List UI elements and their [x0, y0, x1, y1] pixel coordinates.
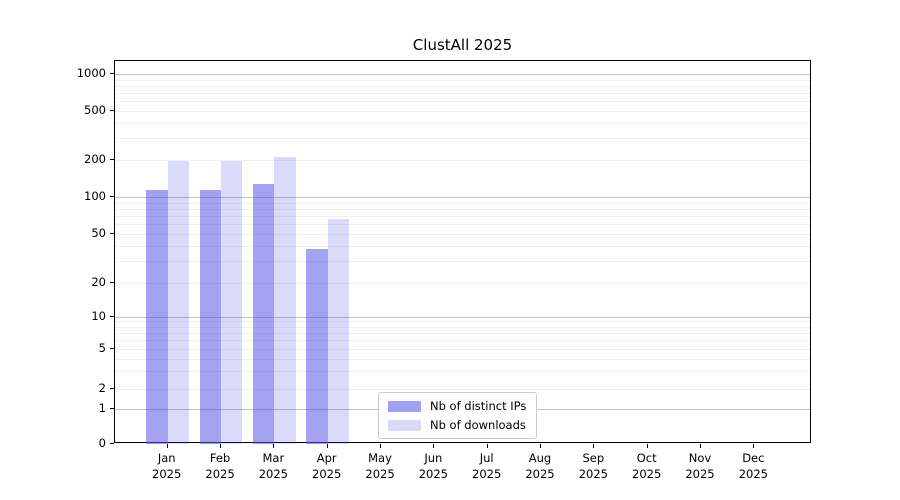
x-tick-label: Oct 2025: [632, 451, 662, 481]
minor-gridline: [115, 224, 810, 226]
minor-gridline: [115, 371, 810, 373]
minor-gridline: [115, 261, 810, 263]
legend-label-distinct-ips: Nb of distinct IPs: [430, 399, 527, 413]
minor-gridline: [115, 216, 810, 218]
x-tick-mark: [486, 444, 488, 448]
y-tick-label: 50: [91, 226, 106, 241]
y-tick-mark: [110, 443, 114, 444]
y-tick-label: 10: [91, 308, 106, 323]
major-gridline: [115, 316, 810, 318]
minor-gridline: [115, 209, 810, 210]
y-tick-label: 1: [98, 401, 106, 415]
x-tick-label: Jun 2025: [418, 451, 448, 481]
x-tick-mark: [273, 444, 275, 448]
minor-gridline: [115, 388, 810, 390]
minor-gridline: [115, 234, 810, 236]
legend-swatch-downloads: [388, 419, 421, 431]
legend-item-distinct-ips: Nb of distinct IPs: [388, 398, 526, 414]
x-tick-mark: [380, 444, 382, 448]
y-tick-mark: [110, 233, 114, 235]
x-tick-mark: [700, 444, 701, 448]
x-tick-label: Aug 2025: [525, 451, 555, 481]
legend-item-downloads: Nb of downloads: [388, 417, 526, 433]
x-tick-mark: [753, 444, 755, 448]
major-gridline: [115, 197, 810, 198]
x-tick-label: Apr 2025: [312, 451, 342, 481]
y-tick-mark: [110, 159, 114, 160]
plot-area: [114, 60, 811, 444]
bar-downloads-jan: [167, 160, 190, 444]
minor-gridline: [115, 349, 810, 350]
minor-gridline: [115, 160, 810, 161]
legend: Nb of distinct IPs Nb of downloads: [378, 392, 538, 439]
x-tick-mark: [593, 444, 595, 448]
y-tick-label: 20: [91, 274, 106, 289]
minor-gridline: [115, 86, 810, 88]
minor-gridline: [115, 138, 810, 140]
bar-distinct-ips-apr: [306, 248, 328, 444]
y-tick-label: 100: [84, 189, 106, 203]
minor-gridline: [115, 93, 810, 95]
x-tick-mark: [433, 444, 435, 448]
legend-swatch-distinct-ips: [388, 400, 421, 412]
y-tick-mark: [110, 281, 114, 283]
x-tick-label: Jan 2025: [152, 451, 182, 481]
minor-gridline: [115, 282, 810, 284]
bar-distinct-ips-jan: [146, 189, 168, 444]
minor-gridline: [115, 321, 810, 323]
x-tick-label: May 2025: [365, 451, 395, 481]
x-tick-mark: [166, 444, 168, 448]
y-tick-label: 2: [98, 380, 106, 395]
y-tick-mark: [110, 73, 114, 75]
minor-gridline: [115, 101, 810, 103]
y-tick-mark: [110, 315, 114, 317]
x-tick-label: Sep 2025: [578, 451, 608, 481]
y-tick-mark: [110, 408, 114, 409]
legend-label-downloads: Nb of downloads: [430, 418, 526, 432]
x-tick-label: Feb 2025: [205, 451, 235, 481]
y-tick-mark: [110, 348, 114, 349]
x-tick-mark: [646, 444, 648, 448]
y-tick-mark: [110, 110, 114, 111]
minor-gridline: [115, 122, 810, 124]
y-tick-label: 0: [98, 436, 106, 450]
minor-gridline: [115, 358, 810, 360]
bar-downloads-mar: [274, 156, 296, 444]
minor-gridline: [115, 202, 810, 204]
y-tick-mark: [110, 196, 114, 197]
bar-distinct-ips-feb: [199, 190, 222, 444]
minor-gridline: [115, 111, 810, 112]
minor-gridline: [115, 340, 810, 342]
minor-gridline: [115, 246, 810, 248]
x-tick-mark: [326, 444, 328, 448]
y-tick-label: 500: [84, 103, 106, 117]
x-tick-label: Jul 2025: [472, 451, 502, 481]
x-tick-mark: [540, 444, 541, 448]
minor-gridline: [115, 326, 810, 328]
x-tick-label: Dec 2025: [738, 451, 768, 481]
y-tick-label: 5: [98, 341, 106, 355]
bar-downloads-apr: [327, 219, 350, 444]
chart-title: ClustAll 2025: [412, 36, 513, 54]
x-tick-label: Nov 2025: [685, 451, 715, 481]
y-tick-mark: [110, 387, 114, 389]
minor-gridline: [115, 79, 810, 81]
minor-gridline: [115, 333, 810, 335]
x-tick-label: Mar 2025: [258, 451, 288, 481]
major-gridline: [115, 74, 810, 76]
y-tick-label: 1000: [76, 66, 106, 81]
bar-downloads-feb: [221, 160, 243, 444]
x-tick-mark: [220, 444, 222, 448]
y-tick-label: 200: [84, 152, 106, 166]
bar-distinct-ips-mar: [252, 184, 275, 444]
